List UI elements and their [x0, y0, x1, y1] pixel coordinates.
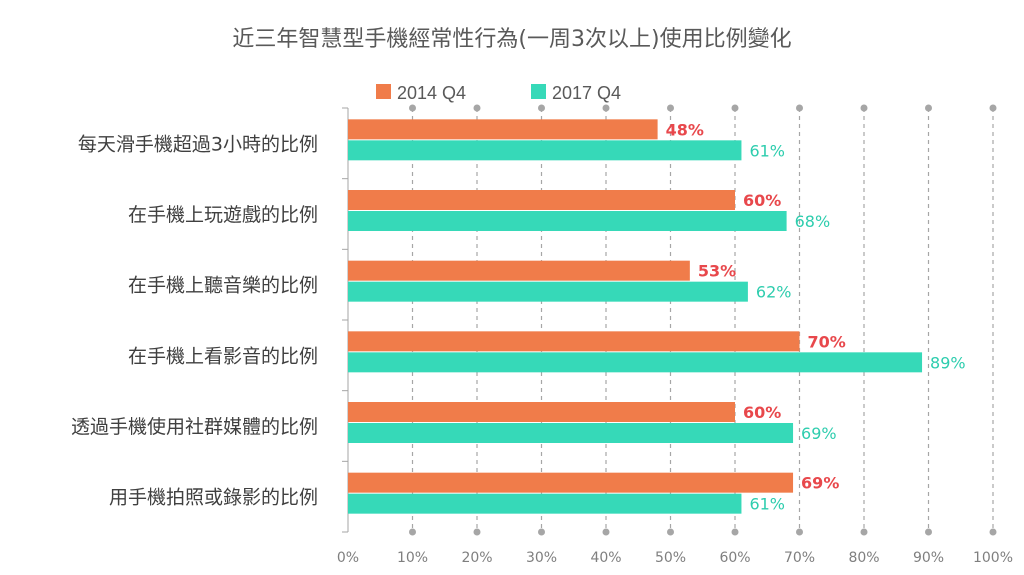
gridline-cap-top: [538, 104, 545, 112]
legend-label-2014: 2014 Q4: [397, 83, 466, 103]
data-label: 61%: [749, 141, 785, 160]
gridline-cap-bottom: [538, 528, 545, 536]
bar-2017-q4: [348, 211, 787, 231]
chart-title: 近三年智慧型手機經常性行為(一周3次以上)使用比例變化: [232, 27, 791, 52]
bar-2014-q4: [348, 190, 735, 210]
gridline-cap-top: [796, 104, 803, 112]
category-label: 透過手機使用社群媒體的比例: [71, 416, 318, 438]
category-label: 用手機拍照或錄影的比例: [109, 487, 318, 509]
data-label: 62%: [756, 283, 792, 302]
bar-2014-q4: [348, 260, 690, 281]
x-tick-label: 40%: [590, 550, 621, 566]
data-label: 60%: [743, 191, 781, 210]
gridline-cap-top: [409, 104, 416, 112]
category-label: 在手機上玩遊戲的比例: [128, 204, 318, 226]
data-label: 68%: [795, 212, 831, 231]
bar-2014-q4: [348, 402, 735, 422]
gridline-cap-top: [602, 104, 610, 112]
category-label: 每天滑手機超過3小時的比例: [78, 133, 318, 155]
x-tick-label: 60%: [719, 550, 750, 566]
legend-swatch-2017: [531, 84, 546, 99]
data-label: 61%: [749, 495, 785, 514]
gridline-cap-bottom: [409, 528, 416, 536]
bar-2017-q4: [348, 423, 794, 443]
bar-2017-q4: [348, 352, 923, 373]
data-label: 89%: [930, 353, 966, 372]
data-label: 60%: [743, 403, 781, 422]
data-label: 70%: [808, 332, 846, 351]
x-tick-labels: 0% 10% 20% 30% 40% 50% 60% 70% 80% 90% 100%: [337, 550, 1013, 566]
gridline-cap-top: [925, 104, 932, 112]
bars: 48% 61% 60% 68% 53% 62% 70% 89% 60% 69% 69% 61%: [348, 119, 966, 514]
x-tick-label: 10%: [397, 550, 428, 566]
gridline-cap-top: [860, 104, 868, 112]
x-tick-label: 70%: [784, 550, 815, 566]
gridline-cap-bottom: [989, 528, 997, 536]
gridline-cap-bottom: [473, 528, 481, 536]
legend-swatch-2014: [376, 84, 391, 99]
legend: 2014 Q4 2017 Q4: [376, 83, 621, 103]
x-tick-label: 50%: [655, 550, 686, 566]
bar-2017-q4: [348, 140, 742, 161]
x-tick-label: 30%: [526, 550, 557, 566]
bar-2014-q4: [348, 119, 658, 140]
gridlines: [409, 104, 997, 536]
bar-2014-q4: [348, 331, 800, 352]
gridline-cap-bottom: [860, 528, 868, 536]
gridline-cap-bottom: [796, 528, 803, 536]
category-label: 在手機上聽音樂的比例: [128, 275, 318, 297]
gridline-cap-top: [731, 104, 739, 112]
gridline-cap-top: [989, 104, 997, 112]
gridline-cap-top: [667, 104, 674, 112]
gridline-cap-bottom: [602, 528, 610, 536]
category-label: 在手機上看影音的比例: [128, 345, 318, 367]
x-tick-label: 90%: [913, 550, 944, 566]
gridline-cap-top: [473, 104, 481, 112]
data-label: 69%: [801, 424, 837, 443]
gridline-cap-bottom: [667, 528, 674, 536]
bar-2014-q4: [348, 472, 794, 493]
x-tick-label: 20%: [461, 550, 492, 566]
legend-label-2017: 2017 Q4: [552, 83, 621, 103]
data-label: 53%: [698, 262, 736, 281]
x-tick-label: 0%: [337, 550, 359, 566]
data-label: 69%: [801, 474, 839, 493]
y-axis: [342, 107, 349, 533]
bar-2017-q4: [348, 493, 742, 514]
gridline-cap-bottom: [731, 528, 739, 536]
x-tick-label: 100%: [973, 550, 1013, 566]
bar-2017-q4: [348, 281, 748, 302]
x-tick-label: 80%: [848, 550, 879, 566]
data-label: 48%: [666, 120, 704, 139]
category-labels: 每天滑手機超過3小時的比例在手機上玩遊戲的比例在手機上聽音樂的比例在手機上看影音…: [71, 133, 318, 508]
gridline-cap-bottom: [925, 528, 932, 536]
